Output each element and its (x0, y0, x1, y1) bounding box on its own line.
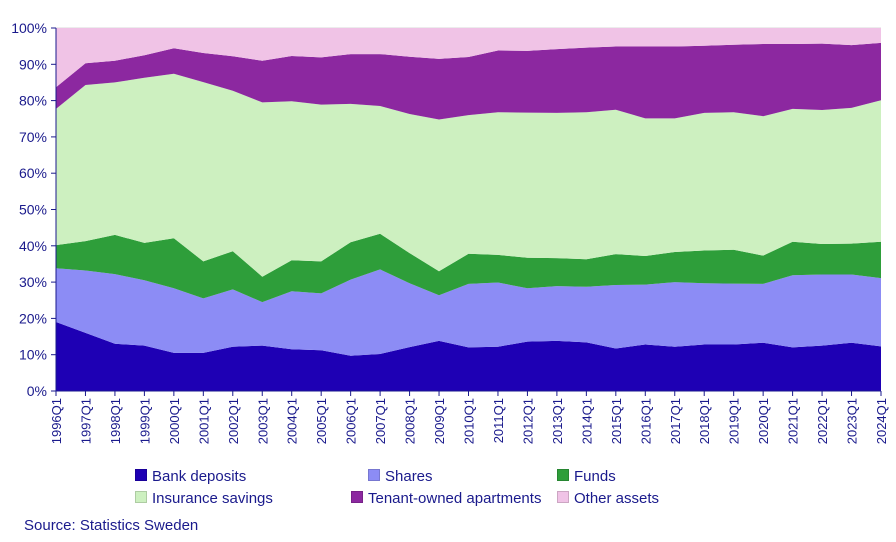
x-tick-label: 2023Q1 (845, 398, 860, 444)
legend-item-tenant-owned-apartments: Tenant-owned apartments (351, 490, 541, 507)
x-tick-label: 2006Q1 (344, 398, 359, 444)
x-tick-label: 2005Q1 (314, 398, 329, 444)
x-tick-labels: 1996Q1 1997Q1 1998Q1 1999Q1 2000Q1 2001Q1 2002… (49, 398, 889, 444)
x-tick-label: 2002Q1 (226, 398, 241, 444)
y-tick-label: 40% (19, 238, 47, 254)
area-other-assets (56, 28, 881, 88)
y-tick-label: 50% (19, 202, 47, 218)
legend-swatch (557, 491, 569, 503)
x-tick-label: 2004Q1 (285, 398, 300, 444)
y-tick-label: 10% (19, 347, 47, 363)
x-tick-label: 1996Q1 (49, 398, 64, 444)
y-tick-label: 0% (27, 383, 47, 399)
x-tick-label: 2000Q1 (167, 398, 182, 444)
legend-label: Other assets (574, 490, 660, 507)
x-tick-label: 1999Q1 (137, 398, 152, 444)
x-tick-label: 2013Q1 (550, 398, 565, 444)
legend-swatch (135, 469, 147, 481)
x-tick-label: 2022Q1 (815, 398, 830, 444)
y-tick-label: 70% (19, 129, 47, 145)
x-tick-label: 2019Q1 (727, 398, 742, 444)
x-tick-label: 2003Q1 (255, 398, 270, 444)
axes (51, 27, 882, 396)
y-tick-label: 80% (19, 93, 47, 109)
legend-item-funds: Funds (557, 468, 616, 485)
legend-item-other-assets: Other assets (557, 490, 659, 507)
x-tick-label: 2007Q1 (373, 398, 388, 444)
legend-item-bank-deposits: Bank deposits (135, 468, 246, 485)
area-series (56, 28, 881, 391)
legend-item-insurance-savings: Insurance savings (135, 490, 273, 507)
x-tick-label: 2016Q1 (638, 398, 653, 444)
area-bank-deposits (56, 322, 881, 391)
x-tick-label: 2020Q1 (756, 398, 771, 444)
legend-swatch (351, 491, 363, 503)
legend-label: Shares (385, 468, 433, 485)
legend-swatch (135, 491, 147, 503)
legend-item-shares: Shares (368, 468, 433, 485)
y-tick-label: 30% (19, 274, 47, 290)
x-tick-label: 2018Q1 (697, 398, 712, 444)
x-tick-label: 2008Q1 (403, 398, 418, 444)
x-tick-label: 2014Q1 (579, 398, 594, 444)
legend-label: Funds (574, 468, 616, 485)
x-tick-label: 2012Q1 (520, 398, 535, 444)
legend-swatch (557, 469, 569, 481)
y-tick-label: 20% (19, 310, 47, 326)
x-tick-label: 2024Q1 (874, 398, 889, 444)
y-tick-label: 60% (19, 165, 47, 181)
legend-swatch (368, 469, 380, 481)
area-funds (56, 233, 881, 303)
x-tick-label: 2009Q1 (432, 398, 447, 444)
area-shares (56, 268, 881, 356)
x-tick-label: 2011Q1 (491, 398, 506, 443)
x-tick-label: 2015Q1 (609, 398, 624, 444)
area-tenant-owned-apartments (56, 42, 881, 120)
x-tick-label: 2001Q1 (196, 398, 211, 444)
x-tick-label: 2017Q1 (668, 398, 683, 444)
legend-label: Insurance savings (152, 490, 273, 507)
legend-label: Bank deposits (152, 468, 247, 485)
x-tick-label: 1997Q1 (78, 398, 93, 444)
x-tick-label: 2010Q1 (462, 398, 477, 444)
x-tick-label: 1998Q1 (108, 398, 123, 444)
legend-label: Tenant-owned apartments (368, 490, 542, 507)
source-note: Source: Statistics Sweden (24, 517, 199, 534)
x-tick-label: 2021Q1 (786, 398, 801, 444)
stacked-area-chart: 0% 10% 20% 30% 40% 50% 60% 70% 80% 90% 100% 1996Q1… (11, 20, 889, 444)
y-tick-labels: 0% 10% 20% 30% 40% 50% 60% 70% 80% 90% 100% (11, 20, 47, 399)
y-tick-label: 90% (19, 56, 47, 72)
area-insurance-savings (56, 73, 881, 277)
y-tick-label: 100% (11, 20, 47, 36)
